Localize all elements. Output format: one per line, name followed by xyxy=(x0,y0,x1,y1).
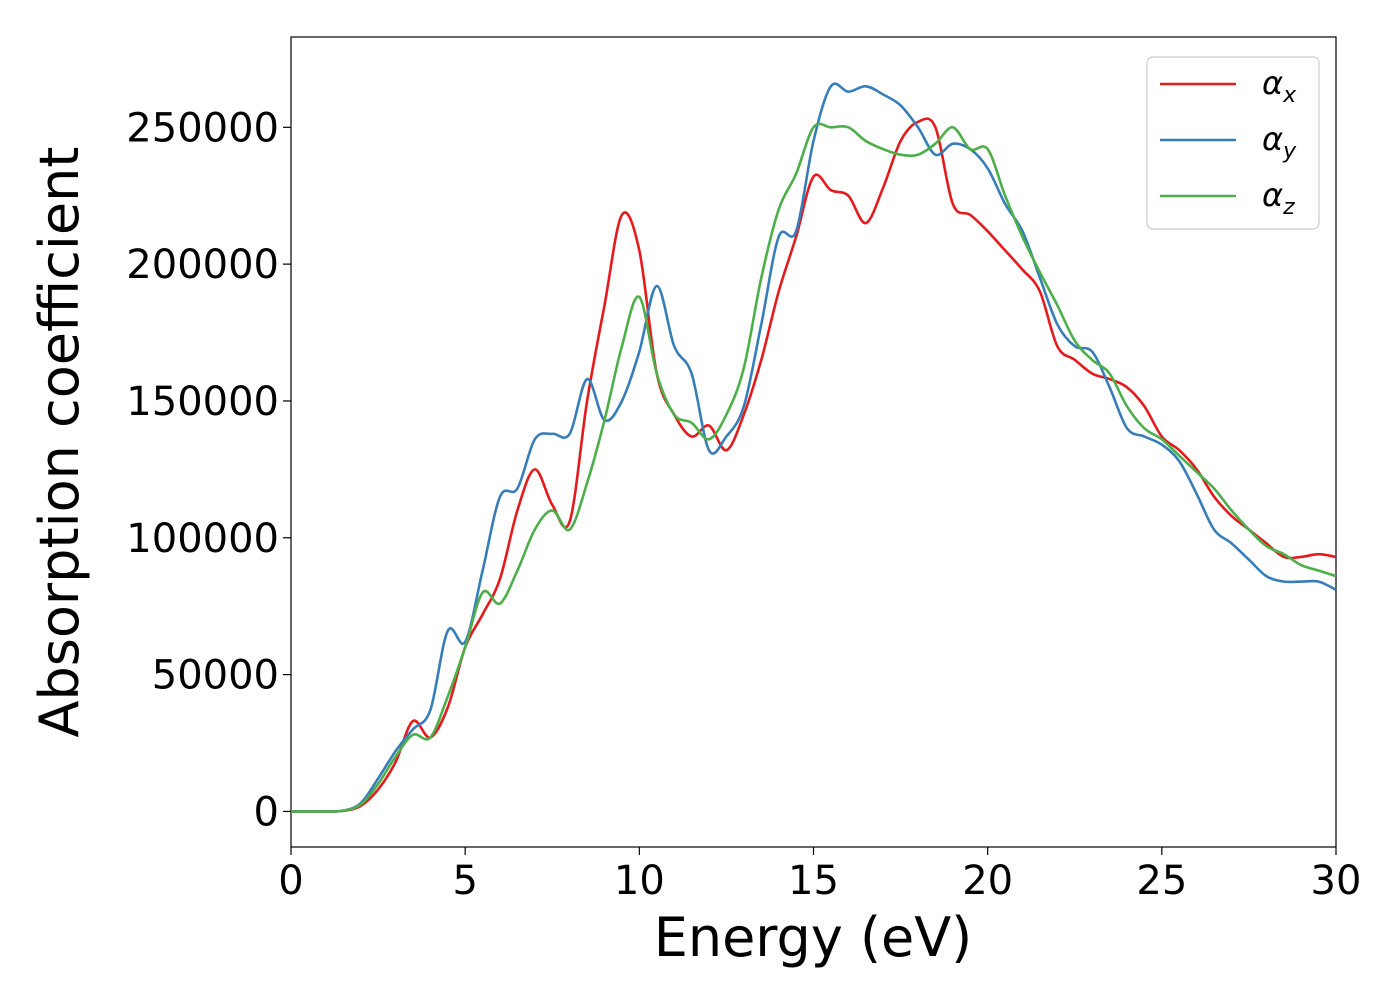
y-axis-title: Absorption coefficient xyxy=(28,147,91,738)
legend-box xyxy=(1146,56,1320,230)
x-ticks: 0 5 10 15 20 25 30 xyxy=(278,847,1361,904)
x-tick-label: 20 xyxy=(962,858,1013,904)
y-tick-label: 0 xyxy=(254,789,279,835)
x-axis-title: Energy (eV) xyxy=(654,906,973,969)
y-ticks: 0 50000 100000 150000 200000 250000 xyxy=(126,105,291,835)
y-tick-label: 50000 xyxy=(152,653,279,699)
x-tick-label: 10 xyxy=(614,858,665,904)
series-line-alpha-z xyxy=(291,122,1337,813)
x-tick-label: 0 xyxy=(278,858,303,904)
y-tick-label: 100000 xyxy=(126,516,279,562)
x-tick-label: 15 xyxy=(788,858,839,904)
x-tick-label: 5 xyxy=(452,858,477,904)
y-tick-label: 250000 xyxy=(126,105,279,151)
y-tick-label: 200000 xyxy=(126,242,279,288)
x-tick-label: 25 xyxy=(1136,858,1187,904)
y-tick-label: 150000 xyxy=(126,379,279,425)
series-line-alpha-y xyxy=(291,82,1337,813)
x-tick-label: 30 xyxy=(1311,858,1362,904)
series-layer xyxy=(291,82,1337,813)
